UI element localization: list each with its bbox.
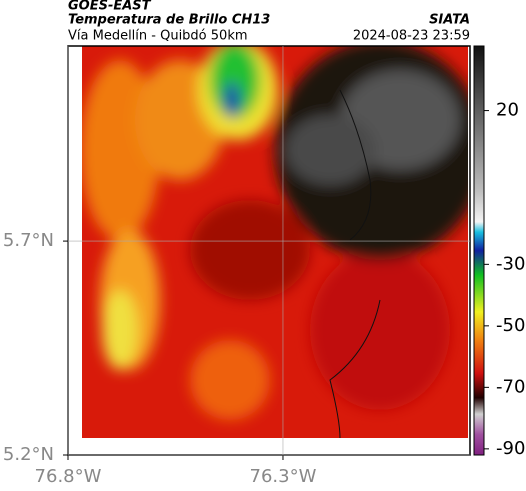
header: GOES-EAST Temperatura de Brillo CH13 Vía… (68, 0, 470, 44)
colorbar-tick-label: 20 (496, 100, 519, 121)
colorbar (473, 45, 485, 456)
timestamp: 2024-08-23 23:59 (353, 29, 470, 44)
colorbar-tick-label: -50 (496, 315, 525, 336)
colorbar-tick-label: -70 (496, 376, 525, 397)
colorbar-tick-label: -90 (496, 438, 525, 459)
lon-tick-label: 76.8°W (35, 466, 102, 487)
lat-tick-label: 5.7°N (3, 230, 54, 251)
satellite-image (82, 46, 468, 438)
lat-tick-label: 5.2°N (3, 444, 54, 465)
colorbar-tick-label: -30 (496, 253, 525, 274)
lon-tick-label: 76.3°W (250, 466, 317, 487)
title: GOES-EAST (68, 0, 152, 14)
region: Vía Medellín - Quibdó 50km (68, 29, 248, 44)
subtitle: Temperatura de Brillo CH13 (68, 13, 270, 28)
source: SIATA (429, 13, 470, 28)
